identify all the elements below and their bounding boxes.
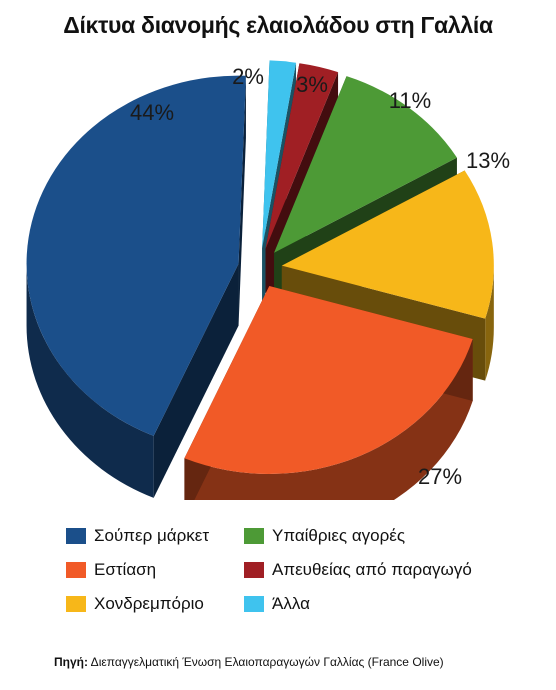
source-text: Διεπαγγελματική Ένωση Ελαιοπαραγωγών Γαλ… xyxy=(90,655,444,669)
pie-slice-side xyxy=(485,265,494,381)
pie-slice xyxy=(184,285,473,474)
legend-item: Άλλα xyxy=(244,594,526,614)
slice-label: 2% xyxy=(232,64,264,89)
pie-slice-side xyxy=(26,263,154,498)
legend-label: Υπαίθριες αγορές xyxy=(272,526,406,545)
legend-label: Χονδρεμπόριο xyxy=(94,594,204,613)
legend-swatch xyxy=(244,562,264,578)
pie-slice xyxy=(265,63,339,249)
legend-label: Σούπερ μάρκετ xyxy=(94,526,210,545)
legend: Σούπερ μάρκετ Υπαίθριες αγορές Εστίαση Α… xyxy=(66,526,526,614)
source-note: Πηγή: Διεπαγγελματική Ένωση Ελαιοπαραγωγ… xyxy=(54,655,444,669)
legend-item: Εστίαση xyxy=(66,560,244,580)
legend-item: Σούπερ μάρκετ xyxy=(66,526,244,546)
legend-swatch xyxy=(244,528,264,544)
slice-label: 44% xyxy=(130,100,174,125)
pie-slice xyxy=(281,170,494,319)
pie-slice-edge xyxy=(238,75,246,326)
source-label: Πηγή: xyxy=(54,655,88,669)
legend-swatch xyxy=(244,596,264,612)
pie-slice xyxy=(26,75,246,436)
legend-item: Χονδρεμπόριο xyxy=(66,594,244,614)
legend-label: Εστίαση xyxy=(94,560,157,579)
pie-slice xyxy=(274,76,457,253)
slice-label: 3% xyxy=(296,72,328,97)
pie-chart: 2% 3% 11% 13% 27% 44% xyxy=(26,60,510,500)
pie-slice xyxy=(262,60,297,249)
pie-slice-side xyxy=(184,339,473,500)
legend-swatch xyxy=(66,596,86,612)
legend-label: Άλλα xyxy=(272,594,310,613)
slice-label: 13% xyxy=(466,148,510,173)
legend-swatch xyxy=(66,562,86,578)
pie-labels: 2% 3% 11% 13% 27% 44% xyxy=(130,64,510,489)
chart-title: Δίκτυα διανομής ελαιολάδου στη Γαλλία xyxy=(63,12,493,38)
pie-slice-edge xyxy=(153,263,239,498)
slice-label: 27% xyxy=(418,464,462,489)
slice-label: 11% xyxy=(389,88,431,113)
legend-label: Απευθείας από παραγωγό xyxy=(272,560,472,579)
legend-item: Απευθείας από παραγωγό xyxy=(244,560,526,580)
pie-tops xyxy=(26,60,494,474)
legend-item: Υπαίθριες αγορές xyxy=(244,526,526,546)
legend-swatch xyxy=(66,528,86,544)
